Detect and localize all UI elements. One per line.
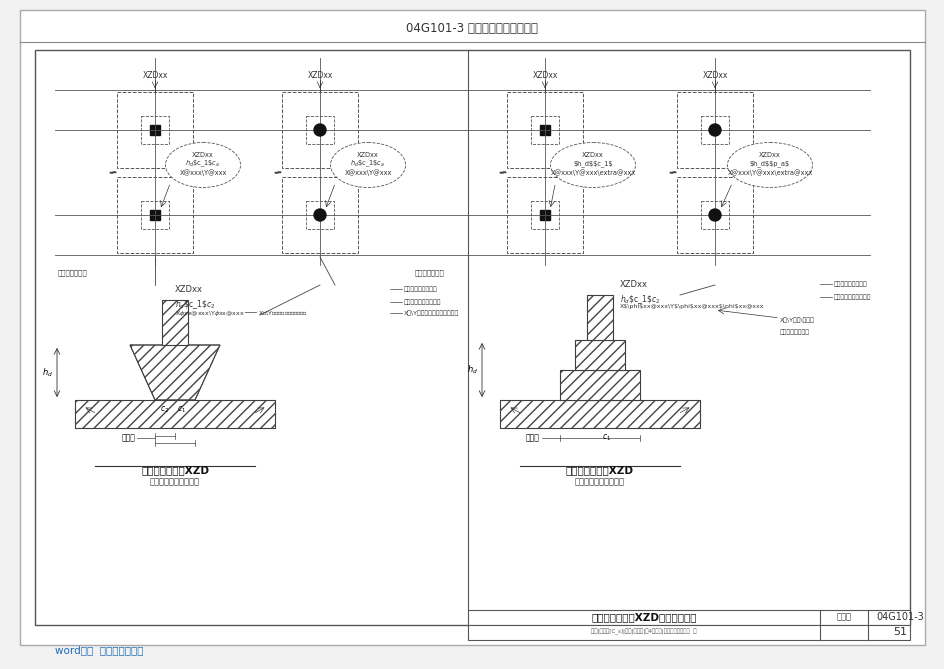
Text: （柱墩方向钢筋台形）: （柱墩方向钢筋台形）: [574, 477, 624, 486]
Bar: [676, 92, 752, 168]
Bar: [306, 116, 333, 144]
Bar: [117, 92, 193, 168]
Text: 几何尺寸（见左图示）: 几何尺寸（见左图示）: [404, 299, 441, 305]
Text: $h_d$\$c_1$: $h_d$\$c_1$: [573, 161, 612, 167]
Polygon shape: [574, 340, 624, 370]
Text: XZDxx: XZDxx: [175, 285, 203, 294]
Text: 甲级|路始域[C_s]|载对|双共协|共4刚设计|筋密本不随钢筋柔  页: 甲级|路始域[C_s]|载对|双共协|共4刚设计|筋密本不随钢筋柔 页: [591, 629, 696, 635]
Text: 钢筋台: 钢筋台: [121, 434, 135, 442]
Text: $h_d$\$c_1$\$c_2$: $h_d$\$c_1$\$c_2$: [175, 298, 215, 310]
Bar: [467, 610, 909, 625]
Text: 51: 51: [892, 627, 906, 637]
Bar: [700, 116, 728, 144]
Text: 基础平板下柱墩XZD: 基础平板下柱墩XZD: [565, 465, 633, 475]
Text: XZDxx: XZDxx: [758, 152, 780, 158]
Text: $c_1$: $c_1$: [601, 432, 611, 442]
Text: $h_d$\$p_a$: $h_d$\$p_a$: [750, 161, 789, 167]
Text: 基础平板下柱墩XZD直接引注图示: 基础平板下柱墩XZD直接引注图示: [591, 612, 696, 622]
Circle shape: [708, 124, 720, 136]
Text: X$\phi$xx@xxx\Y$\phi$xx@xxx\$\phi$xx@xxx: X$\phi$xx@xxx\Y$\phi$xx@xxx\$\phi$xx@xxx: [619, 304, 764, 309]
Ellipse shape: [727, 142, 812, 187]
Bar: [141, 201, 169, 229]
Text: $c_2$: $c_2$: [160, 404, 169, 415]
Text: 基础平板下柱墩编号: 基础平板下柱墩编号: [834, 281, 867, 287]
Text: 04G101-3: 04G101-3: [875, 612, 923, 622]
Bar: [141, 116, 169, 144]
Text: XZDxx: XZDxx: [357, 152, 379, 158]
Text: 几何尺寸（见左图示）: 几何尺寸（见左图示）: [834, 294, 870, 300]
Text: X$\phi$xx@xxx\Y$\phi$xx@xxx ─── X向\Y向钢筋（见后一页图示）: X$\phi$xx@xxx\Y$\phi$xx@xxx ─── X向\Y向钢筋（…: [175, 309, 308, 318]
Text: $h_d$\$c_1$\$c_2$: $h_d$\$c_1$\$c_2$: [619, 293, 660, 306]
Bar: [281, 177, 358, 253]
Text: XZDxx: XZDxx: [701, 71, 727, 80]
Bar: [586, 295, 613, 340]
Bar: [467, 625, 909, 640]
Bar: [507, 177, 582, 253]
Bar: [539, 210, 549, 220]
Text: 图集号: 图集号: [835, 613, 851, 622]
Text: word文档  可自由复制粘贴: word文档 可自由复制粘贴: [55, 645, 143, 655]
Text: 钢筋柱: 钢筋柱: [526, 434, 539, 442]
Polygon shape: [560, 370, 639, 400]
Circle shape: [313, 209, 326, 221]
Bar: [35, 50, 909, 625]
Text: 04G101-3 筏形基础平法配筋图集: 04G101-3 筏形基础平法配筋图集: [406, 21, 537, 35]
Text: XZDxx: XZDxx: [307, 71, 332, 80]
Ellipse shape: [330, 142, 405, 187]
Text: X@xxx\Y@xxx: X@xxx\Y@xxx: [344, 170, 391, 177]
Text: 矩形柱截面图柱: 矩形柱截面图柱: [58, 270, 88, 276]
Polygon shape: [499, 400, 700, 428]
Text: （见下一页图示）: （见下一页图示）: [779, 329, 809, 334]
Text: XZDxx: XZDxx: [619, 280, 648, 289]
Bar: [161, 300, 188, 345]
Text: $h_d$: $h_d$: [42, 367, 53, 379]
Text: X@xxx\Y@xxx\extra@xxx: X@xxx\Y@xxx\extra@xxx: [549, 170, 635, 177]
Text: XZDxx: XZDxx: [582, 152, 603, 158]
Circle shape: [708, 209, 720, 221]
Text: $h_d$\$c_1$\$c_a$: $h_d$\$c_1$\$c_a$: [185, 159, 220, 169]
Text: $h_d$\$c_1$\$c_a$: $h_d$\$c_1$\$c_a$: [350, 159, 385, 169]
Text: 矩形与式截面柱: 矩形与式截面柱: [414, 270, 445, 276]
Polygon shape: [75, 400, 275, 428]
Text: 基础平板下柱墩编号: 基础平板下柱墩编号: [404, 286, 437, 292]
Text: XZDxx: XZDxx: [143, 71, 167, 80]
Text: X@xxx\Y@xxx: X@xxx\Y@xxx: [179, 170, 227, 177]
Bar: [539, 125, 549, 135]
Ellipse shape: [550, 142, 634, 187]
Polygon shape: [130, 345, 220, 400]
Bar: [507, 92, 582, 168]
Text: XZDxx: XZDxx: [531, 71, 557, 80]
Bar: [281, 92, 358, 168]
Circle shape: [313, 124, 326, 136]
Bar: [306, 201, 333, 229]
Bar: [150, 125, 160, 135]
Bar: [117, 177, 193, 253]
Text: X向\Y向钢筋（见后一页图示）: X向\Y向钢筋（见后一页图示）: [404, 310, 459, 316]
Text: X@xxx\Y@xxx\extra@xxx: X@xxx\Y@xxx\extra@xxx: [727, 170, 812, 177]
Bar: [531, 116, 559, 144]
Bar: [700, 201, 728, 229]
Bar: [586, 295, 613, 340]
Text: （柱墩方向钢筋台形）: （柱墩方向钢筋台形）: [150, 477, 200, 486]
Ellipse shape: [165, 142, 240, 187]
Text: XZDxx: XZDxx: [192, 152, 213, 158]
Text: 基础平板下柱墩XZD: 基础平板下柱墩XZD: [141, 465, 209, 475]
Text: X向\Y侧筋\水平筋: X向\Y侧筋\水平筋: [779, 317, 814, 322]
Text: $h_d$: $h_d$: [466, 364, 478, 376]
Bar: [161, 300, 188, 345]
Bar: [531, 201, 559, 229]
Bar: [150, 210, 160, 220]
Text: $c_1$: $c_1$: [177, 404, 186, 415]
Bar: [676, 177, 752, 253]
